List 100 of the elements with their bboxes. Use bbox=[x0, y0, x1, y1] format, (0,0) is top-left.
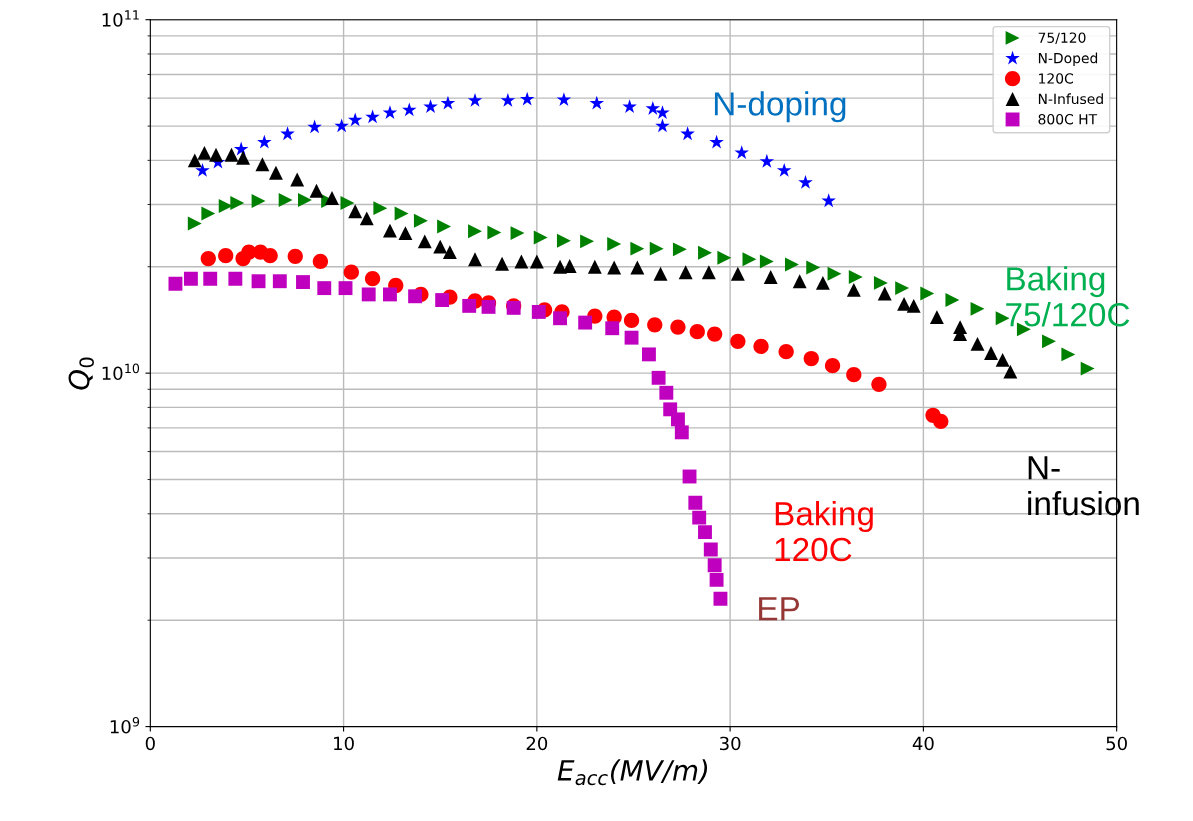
y-axis-title: Q$_{0}$ bbox=[68, 357, 94, 390]
point bbox=[945, 293, 960, 307]
point bbox=[707, 326, 723, 342]
point bbox=[680, 126, 695, 141]
point bbox=[877, 286, 892, 301]
point bbox=[709, 134, 724, 149]
point bbox=[556, 233, 571, 248]
point bbox=[730, 333, 746, 350]
point bbox=[701, 265, 716, 280]
point bbox=[703, 542, 718, 557]
point bbox=[338, 281, 353, 296]
point bbox=[815, 275, 830, 290]
point bbox=[933, 413, 949, 430]
point bbox=[792, 274, 807, 289]
point bbox=[553, 311, 567, 326]
point bbox=[278, 193, 293, 207]
point bbox=[183, 271, 198, 286]
point bbox=[209, 147, 223, 162]
point bbox=[587, 259, 602, 274]
point bbox=[408, 289, 423, 304]
point bbox=[827, 266, 842, 281]
legend-label: N-Infused bbox=[1038, 93, 1103, 105]
point bbox=[417, 234, 432, 249]
point bbox=[481, 299, 496, 314]
point bbox=[197, 145, 212, 160]
legend-label: 75/120 bbox=[1038, 32, 1086, 45]
point bbox=[468, 224, 482, 239]
point bbox=[753, 338, 769, 355]
point bbox=[297, 193, 312, 207]
point bbox=[873, 275, 888, 290]
y-tick-label: 10$^{10}$ bbox=[102, 363, 140, 381]
point bbox=[642, 347, 656, 362]
point bbox=[255, 157, 270, 172]
point bbox=[394, 206, 409, 221]
point bbox=[672, 242, 687, 257]
point bbox=[578, 315, 593, 330]
point bbox=[495, 256, 510, 271]
y-tick-label: 10$^{11}$ bbox=[102, 10, 139, 27]
legend-label: 800C HT bbox=[1038, 113, 1098, 125]
point bbox=[623, 312, 640, 329]
point bbox=[655, 105, 670, 120]
point bbox=[803, 350, 819, 367]
point bbox=[359, 211, 374, 226]
annotation: N-doping bbox=[714, 91, 846, 123]
point bbox=[1061, 347, 1076, 362]
point bbox=[468, 252, 482, 267]
point bbox=[776, 163, 792, 177]
point bbox=[798, 174, 813, 189]
point bbox=[630, 260, 645, 275]
point bbox=[649, 241, 664, 256]
point bbox=[272, 274, 287, 289]
x-tick-label: 20 bbox=[526, 736, 548, 751]
point bbox=[1003, 364, 1018, 379]
point bbox=[871, 376, 887, 392]
point bbox=[201, 206, 216, 221]
point bbox=[821, 193, 836, 208]
point bbox=[442, 245, 457, 260]
x-tick-label: 0 bbox=[145, 736, 155, 751]
point bbox=[325, 191, 339, 205]
point bbox=[970, 301, 985, 316]
point bbox=[895, 281, 910, 296]
point bbox=[383, 223, 397, 238]
point bbox=[510, 226, 525, 241]
point bbox=[218, 248, 234, 264]
point bbox=[236, 150, 251, 165]
point bbox=[605, 321, 620, 336]
point bbox=[763, 270, 778, 285]
point bbox=[906, 298, 921, 313]
point bbox=[659, 385, 674, 400]
point bbox=[651, 370, 666, 385]
point bbox=[514, 254, 529, 269]
point bbox=[653, 266, 668, 281]
point bbox=[433, 239, 448, 254]
point bbox=[251, 274, 266, 289]
point bbox=[402, 102, 417, 117]
point bbox=[296, 275, 310, 290]
point bbox=[995, 352, 1010, 367]
point bbox=[929, 310, 944, 325]
legend-label: 120C bbox=[1039, 73, 1074, 84]
point bbox=[824, 358, 841, 374]
annotation: EP bbox=[759, 597, 800, 621]
point bbox=[846, 367, 862, 383]
point bbox=[262, 248, 278, 264]
x-tick-label: 10 bbox=[334, 736, 354, 751]
point bbox=[848, 270, 863, 285]
point bbox=[630, 241, 645, 256]
point bbox=[655, 118, 670, 133]
point bbox=[670, 412, 685, 427]
point bbox=[203, 271, 218, 286]
point bbox=[290, 172, 305, 187]
point bbox=[647, 317, 663, 333]
point bbox=[287, 248, 303, 264]
point bbox=[487, 225, 502, 240]
point bbox=[187, 153, 202, 168]
point bbox=[529, 254, 544, 269]
point bbox=[624, 330, 639, 345]
point bbox=[562, 259, 577, 273]
point bbox=[531, 304, 546, 319]
point bbox=[423, 99, 438, 113]
legend-label: N-Doped bbox=[1038, 52, 1098, 67]
